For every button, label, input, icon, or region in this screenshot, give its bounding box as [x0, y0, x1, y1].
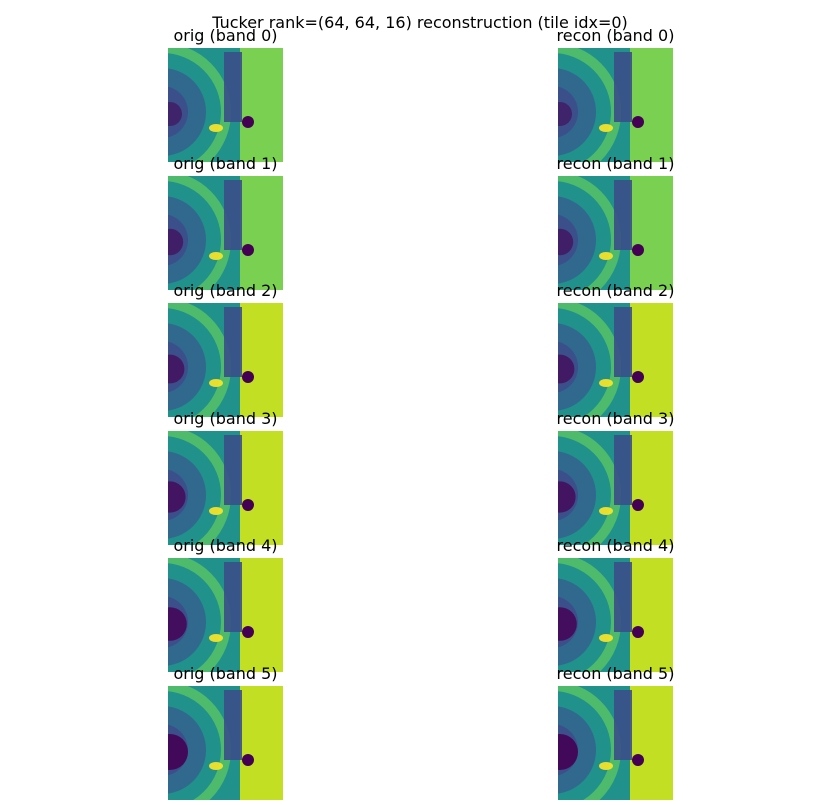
tile-dark-band: [614, 690, 632, 760]
orig-panel-title: orig (band 3): [173, 409, 278, 428]
tile-dark-spot: [632, 754, 644, 766]
tile-right-field: [236, 48, 283, 162]
tile-bright-spot: [209, 124, 223, 132]
orig-panel-title: orig (band 5): [173, 664, 278, 683]
orig-panel-band-1: orig (band 1): [168, 154, 283, 290]
orig-panel-band-0: orig (band 0): [168, 26, 283, 162]
tile-right-field: [236, 303, 283, 417]
orig-heatmap-image: [168, 686, 283, 800]
recon-panel-band-3: recon (band 3): [557, 409, 674, 545]
recon-heatmap-image: [558, 303, 673, 417]
tile-dark-spot: [632, 244, 644, 256]
tile-bright-spot: [599, 634, 613, 642]
tile-core-dark: [168, 734, 188, 770]
orig-panel-band-5: orig (band 5): [168, 664, 283, 800]
recon-panel-title: recon (band 3): [556, 409, 675, 428]
recon-heatmap-image: [558, 48, 673, 162]
orig-panel-title: orig (band 0): [173, 26, 278, 45]
recon-heatmap-image: [558, 431, 673, 545]
tile-core-dark: [168, 607, 187, 641]
tile-dark-band: [614, 307, 632, 377]
tile-dark-spot: [632, 116, 644, 128]
tile-dark-band: [614, 562, 632, 632]
tile-right-field: [236, 176, 283, 290]
tile-core-dark: [168, 354, 185, 384]
orig-heatmap-image: [168, 303, 283, 417]
tile-dark-spot: [632, 499, 644, 511]
recon-panel-title: recon (band 0): [556, 26, 675, 45]
orig-panel-band-4: orig (band 4): [168, 536, 283, 672]
tile-bright-spot: [599, 379, 613, 387]
tile-dark-spot: [242, 499, 254, 511]
orig-heatmap-image: [168, 558, 283, 672]
tile-dark-band: [224, 562, 242, 632]
tile-dark-band: [224, 307, 242, 377]
tile-dark-band: [224, 52, 242, 122]
tile-right-field: [626, 431, 673, 545]
tile-core-dark: [558, 734, 578, 770]
tile-dark-band: [614, 180, 632, 250]
tile-core-dark: [558, 607, 577, 641]
recon-panel-title: recon (band 4): [556, 536, 675, 555]
tile-dark-spot: [242, 116, 254, 128]
tile-dark-spot: [242, 371, 254, 383]
orig-heatmap-image: [168, 48, 283, 162]
orig-panel-band-3: orig (band 3): [168, 409, 283, 545]
orig-panel-title: orig (band 4): [173, 536, 278, 555]
tile-dark-band: [614, 52, 632, 122]
tile-bright-spot: [599, 762, 613, 770]
tile-core-dark: [558, 481, 576, 513]
orig-panel-title: orig (band 1): [173, 154, 278, 173]
tile-dark-band: [614, 435, 632, 505]
tile-core-dark: [558, 354, 575, 384]
tile-dark-spot: [632, 626, 644, 638]
recon-panel-title: recon (band 1): [556, 154, 675, 173]
tile-bright-spot: [209, 762, 223, 770]
tile-dark-band: [224, 435, 242, 505]
tile-bright-spot: [209, 634, 223, 642]
tile-right-field: [626, 558, 673, 672]
tile-core-dark: [558, 228, 574, 256]
orig-panel-band-2: orig (band 2): [168, 281, 283, 417]
tile-dark-band: [224, 180, 242, 250]
recon-heatmap-image: [558, 686, 673, 800]
tile-bright-spot: [599, 124, 613, 132]
recon-panel-band-1: recon (band 1): [557, 154, 674, 290]
recon-panel-title: recon (band 2): [556, 281, 675, 300]
orig-heatmap-image: [168, 431, 283, 545]
tile-bright-spot: [209, 507, 223, 515]
tile-right-field: [236, 558, 283, 672]
recon-panel-band-5: recon (band 5): [557, 664, 674, 800]
tile-bright-spot: [209, 379, 223, 387]
tile-bright-spot: [599, 252, 613, 260]
recon-panel-title: recon (band 5): [556, 664, 675, 683]
tile-right-field: [626, 48, 673, 162]
tile-right-field: [626, 303, 673, 417]
tile-bright-spot: [599, 507, 613, 515]
tile-right-field: [236, 686, 283, 800]
recon-panel-band-4: recon (band 4): [557, 536, 674, 672]
recon-heatmap-image: [558, 176, 673, 290]
tile-core-dark: [168, 481, 186, 513]
tile-dark-band: [224, 690, 242, 760]
recon-panel-band-0: recon (band 0): [557, 26, 674, 162]
tile-dark-spot: [242, 244, 254, 256]
orig-heatmap-image: [168, 176, 283, 290]
tile-right-field: [236, 431, 283, 545]
recon-heatmap-image: [558, 558, 673, 672]
tile-right-field: [626, 686, 673, 800]
tile-core-dark: [558, 102, 572, 126]
tile-dark-spot: [632, 371, 644, 383]
tile-core-dark: [168, 102, 182, 126]
tile-right-field: [626, 176, 673, 290]
tile-dark-spot: [242, 754, 254, 766]
tile-core-dark: [168, 228, 184, 256]
figure-title: Tucker rank=(64, 64, 16) reconstruction …: [212, 13, 628, 32]
recon-panel-band-2: recon (band 2): [557, 281, 674, 417]
orig-panel-title: orig (band 2): [173, 281, 278, 300]
tile-bright-spot: [209, 252, 223, 260]
tile-dark-spot: [242, 626, 254, 638]
